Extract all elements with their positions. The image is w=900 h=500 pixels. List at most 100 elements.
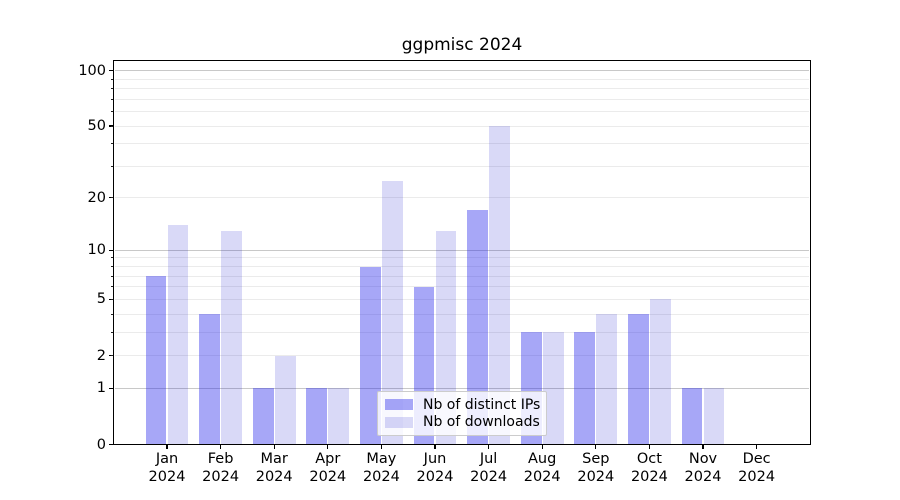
x-tick-label-jan: Jan 2024	[148, 451, 186, 485]
x-tick-label-apr: Apr 2024	[309, 451, 347, 485]
bar-sep-nb-of-distinct-ips	[574, 332, 596, 445]
y-tick-label: 2	[96, 347, 106, 364]
gridline-minor	[115, 125, 809, 127]
legend-label: Nb of downloads	[423, 414, 540, 431]
bar-jan-nb-of-downloads	[167, 225, 189, 445]
gridline-minor	[115, 165, 809, 167]
legend-label: Nb of distinct IPs	[423, 396, 541, 413]
gridline-minor	[115, 313, 809, 315]
y-tick-label: 0	[96, 436, 106, 453]
y-minor-tick-mark	[111, 88, 114, 90]
y-tick-label: 20	[87, 189, 106, 206]
bar-aug-nb-of-downloads	[542, 332, 564, 445]
x-tick-mark	[488, 445, 490, 450]
x-tick-label-jul: Jul 2024	[470, 451, 508, 485]
gridline-minor	[115, 331, 809, 333]
y-minor-tick-mark	[111, 286, 114, 288]
legend-item-nb-of-downloads: Nb of downloads	[385, 414, 540, 431]
bar-feb-nb-of-downloads	[221, 230, 242, 445]
y-tick-label: 1	[96, 380, 106, 397]
bar-oct-nb-of-downloads	[649, 299, 671, 445]
gridline-major	[115, 249, 809, 251]
bar-oct-nb-of-distinct-ips	[628, 314, 649, 445]
y-minor-tick-mark	[111, 331, 114, 333]
y-minor-tick-mark	[111, 78, 114, 80]
gridline-minor	[115, 197, 809, 199]
plot-border	[113, 60, 811, 446]
y-tick-label: 100	[78, 62, 106, 79]
bar-apr-nb-of-downloads	[328, 388, 350, 445]
y-minor-tick-mark	[111, 298, 114, 300]
gridline-minor	[115, 266, 809, 268]
x-tick-mark	[648, 445, 650, 450]
x-tick-mark	[702, 445, 704, 450]
y-minor-tick-mark	[111, 197, 114, 199]
y-minor-tick-mark	[111, 111, 114, 113]
x-tick-label-dec: Dec 2024	[738, 451, 776, 485]
bar-jan-nb-of-distinct-ips	[145, 276, 167, 445]
x-tick-mark	[541, 445, 543, 450]
gridline-minor	[115, 143, 809, 145]
bar-may-nb-of-distinct-ips	[360, 266, 381, 445]
y-minor-tick-mark	[111, 313, 114, 315]
bar-jul-nb-of-downloads	[489, 126, 510, 445]
y-minor-tick-mark	[111, 275, 114, 277]
y-minor-tick-mark	[111, 143, 114, 145]
gridline-minor	[115, 286, 809, 288]
gridline-major	[115, 70, 809, 72]
gridline-minor	[115, 257, 809, 259]
bar-nov-nb-of-downloads	[703, 388, 725, 445]
legend-swatch-nb-of-downloads	[385, 417, 413, 428]
y-tick-label: 50	[87, 118, 106, 135]
x-tick-mark	[380, 445, 382, 450]
bar-may-nb-of-downloads	[381, 180, 403, 445]
y-minor-tick-mark	[111, 257, 114, 259]
bar-sep-nb-of-downloads	[596, 314, 618, 445]
gridline-major	[115, 387, 809, 389]
gridline-minor	[115, 98, 809, 100]
y-tick-mark	[109, 443, 114, 446]
x-tick-mark	[327, 445, 329, 450]
gridline-minor	[115, 275, 809, 277]
bar-feb-nb-of-distinct-ips	[199, 314, 221, 445]
bar-jul-nb-of-distinct-ips	[467, 210, 489, 445]
y-minor-tick-mark	[111, 165, 114, 167]
x-tick-label-aug: Aug 2024	[523, 451, 561, 485]
legend-swatch-nb-of-distinct-ips	[385, 399, 413, 410]
x-tick-mark	[434, 445, 436, 450]
y-minor-tick-mark	[111, 98, 114, 100]
y-minor-tick-mark	[111, 266, 114, 268]
x-tick-mark	[220, 445, 222, 450]
legend: Nb of distinct IPs Nb of downloads	[377, 391, 547, 436]
y-tick-label: 10	[87, 242, 106, 259]
y-tick-mark	[109, 249, 114, 251]
x-tick-label-feb: Feb 2024	[202, 451, 240, 485]
bar-mar-nb-of-distinct-ips	[252, 388, 274, 445]
x-tick-label-mar: Mar 2024	[255, 451, 293, 485]
x-tick-label-nov: Nov 2024	[684, 451, 722, 485]
gridline-minor	[115, 78, 809, 80]
x-tick-mark	[273, 445, 275, 450]
x-tick-mark	[166, 445, 168, 450]
y-minor-tick-mark	[111, 125, 114, 127]
gridline-minor	[115, 88, 809, 90]
y-tick-mark	[109, 70, 114, 72]
chart-title: ggpmisc 2024	[401, 35, 523, 55]
gridline-minor	[115, 298, 809, 300]
gridline-minor	[115, 111, 809, 113]
x-tick-label-sep: Sep 2024	[577, 451, 615, 485]
y-tick-label: 5	[96, 291, 106, 308]
legend-item-nb-of-distinct-ips: Nb of distinct IPs	[385, 396, 541, 413]
x-tick-label-may: May 2024	[362, 451, 400, 485]
bar-mar-nb-of-downloads	[274, 355, 296, 445]
bar-nov-nb-of-distinct-ips	[681, 388, 703, 445]
y-tick-mark	[109, 387, 114, 389]
y-minor-tick-mark	[111, 355, 114, 356]
gridline-minor	[115, 355, 809, 356]
bar-apr-nb-of-distinct-ips	[306, 388, 328, 445]
x-tick-label-oct: Oct 2024	[630, 451, 668, 485]
x-tick-label-jun: Jun 2024	[416, 451, 454, 485]
x-tick-mark	[756, 445, 758, 450]
x-tick-mark	[595, 445, 597, 450]
